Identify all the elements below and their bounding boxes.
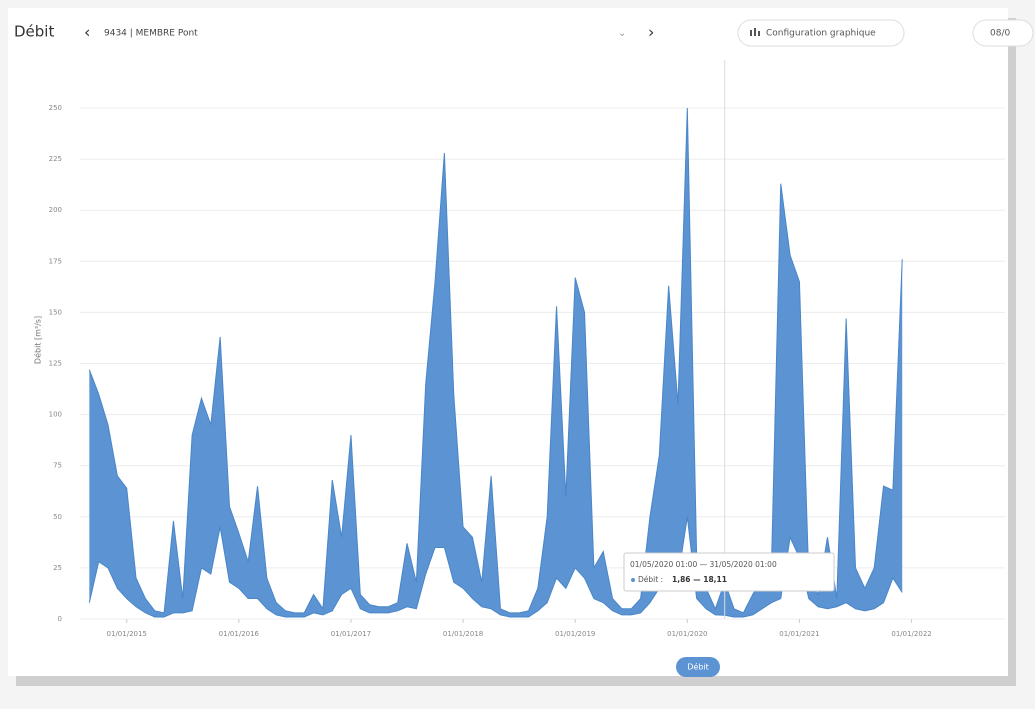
y-tick-label: 0 [58, 615, 62, 623]
prev-button[interactable]: ‹ [84, 23, 90, 42]
range-area [89, 108, 903, 617]
y-tick-label: 125 [49, 360, 62, 368]
y-tick-label: 25 [53, 564, 62, 572]
config-button[interactable] [737, 19, 905, 47]
icon [754, 28, 756, 36]
y-axis-label: Débit [m³/s] [33, 316, 43, 364]
x-tick-label: 01/01/2022 [891, 630, 931, 638]
legend-item[interactable] [676, 657, 720, 677]
icon [758, 31, 760, 36]
config-label: Configuration graphique [766, 29, 876, 39]
station-select[interactable]: 9434 | MEMBRE Pont [104, 29, 198, 39]
date-button[interactable] [972, 19, 1034, 47]
x-tick-label: 01/01/2015 [107, 630, 147, 638]
low-line [88, 516, 903, 618]
dropdown-arrow[interactable]: ⌄ [618, 28, 626, 39]
y-tick-label: 200 [49, 206, 62, 214]
y-tick-label: 225 [49, 155, 62, 163]
tooltip-label: Débit : [638, 575, 663, 584]
y-tick-label: 100 [49, 411, 62, 419]
y-tick-label: 50 [53, 513, 62, 521]
next-button[interactable]: › [648, 23, 654, 42]
x-tick-label: 01/01/2020 [667, 630, 707, 638]
y-tick-label: 75 [53, 462, 62, 470]
legend-label: Débit [687, 662, 709, 672]
icon [750, 30, 752, 36]
y-tick-label: 175 [49, 257, 62, 265]
tooltip-marker [631, 578, 635, 582]
x-tick-label: 01/01/2016 [219, 630, 260, 638]
y-tick-label: 250 [49, 104, 62, 112]
x-tick-label: 01/01/2019 [555, 630, 595, 638]
page-title: Débit [14, 23, 54, 41]
y-tick-label: 150 [49, 308, 62, 316]
x-tick-label: 01/01/2017 [331, 630, 371, 638]
date-label: 08/0 [990, 29, 1010, 39]
x-tick-label: 01/01/2018 [443, 630, 483, 638]
tooltip-period: 01/05/2020 01:00 — 31/05/2020 01:00 [630, 560, 777, 569]
tooltip-box [623, 552, 835, 592]
x-tick-label: 01/01/2021 [779, 630, 819, 638]
tooltip-value: 1,86 — 18,11 [672, 575, 727, 584]
